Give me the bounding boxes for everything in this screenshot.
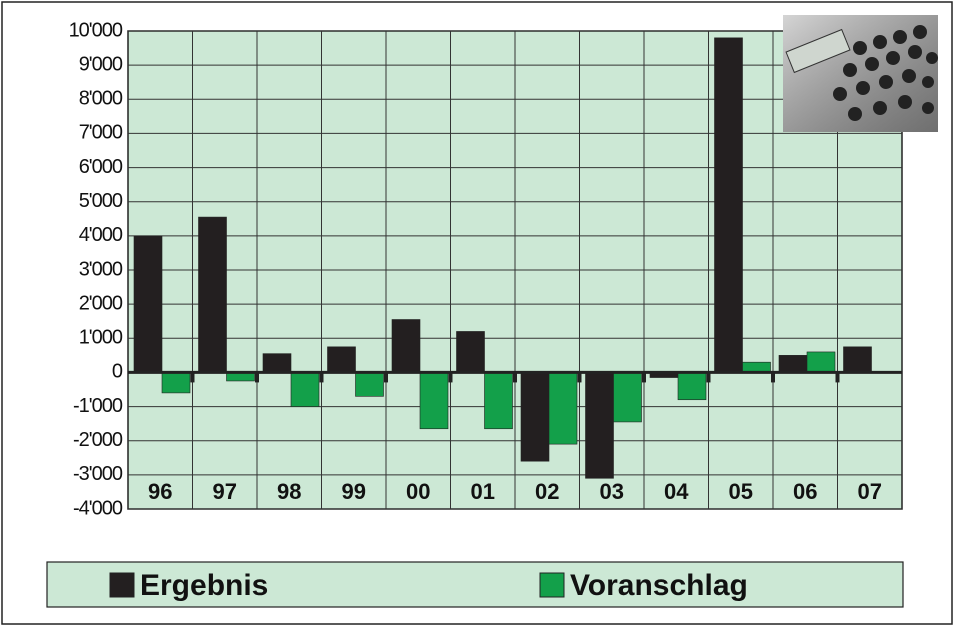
photo	[783, 15, 938, 132]
x-tick-label: 98	[277, 479, 301, 504]
x-tick-label: 97	[213, 479, 237, 504]
bar	[161, 372, 191, 394]
y-tick-label: 6'000	[79, 156, 123, 178]
bar	[806, 351, 836, 373]
bar	[778, 355, 808, 373]
photo-display	[785, 28, 851, 74]
legend-entries: Ergebnis Voranschlag	[109, 569, 748, 602]
y-tick-label: 10'000	[69, 19, 123, 41]
x-tick-label: 07	[858, 479, 882, 504]
bar	[355, 372, 384, 397]
bars	[128, 37, 902, 479]
y-tick-label: -2'000	[73, 429, 123, 451]
y-tick-label: 0	[112, 361, 123, 383]
y-tick-label: 7'000	[79, 122, 123, 144]
y-tick-label: 3'000	[79, 258, 123, 280]
y-tick-label: -4'000	[73, 497, 123, 519]
y-tick-label: 1'000	[79, 327, 123, 349]
bar	[419, 372, 449, 430]
x-tick-label: 03	[600, 479, 624, 504]
legend-label: Ergebnis	[140, 569, 268, 602]
x-tick-label: 01	[471, 479, 495, 504]
y-tick-label: 8'000	[79, 88, 123, 110]
bar	[391, 319, 421, 373]
bar	[456, 331, 485, 373]
legend-label: Voranschlag	[570, 569, 748, 602]
legend-swatch	[109, 572, 135, 598]
bar	[585, 372, 614, 479]
bar	[484, 372, 513, 430]
y-tick-label: 9'000	[79, 53, 123, 75]
bar	[198, 216, 227, 373]
bar	[290, 372, 320, 407]
y-tick-label: -1'000	[73, 395, 123, 417]
y-tick-label: 2'000	[79, 292, 123, 314]
y-tick-label: 4'000	[79, 224, 123, 246]
bar	[262, 353, 292, 373]
x-tick-label: 04	[664, 479, 689, 504]
x-tick-label: 06	[793, 479, 817, 504]
bar	[520, 372, 550, 462]
x-tick-label: 96	[148, 479, 172, 504]
bar	[133, 235, 163, 373]
bar	[742, 361, 771, 373]
bar	[677, 372, 707, 401]
bar	[548, 372, 578, 445]
legend-swatch	[539, 572, 565, 598]
legend	[46, 561, 904, 608]
bar	[843, 346, 872, 373]
x-tick-label: 99	[342, 479, 366, 504]
bar	[714, 37, 743, 373]
bar	[613, 372, 642, 423]
y-tick-label: 5'000	[79, 190, 123, 212]
x-tick-label: 02	[535, 479, 559, 504]
y-tick-label: -3'000	[73, 463, 123, 485]
bar	[327, 346, 356, 373]
x-tick-label: 00	[406, 479, 430, 504]
x-tick-label: 05	[729, 479, 753, 504]
photo-keys	[833, 25, 938, 121]
